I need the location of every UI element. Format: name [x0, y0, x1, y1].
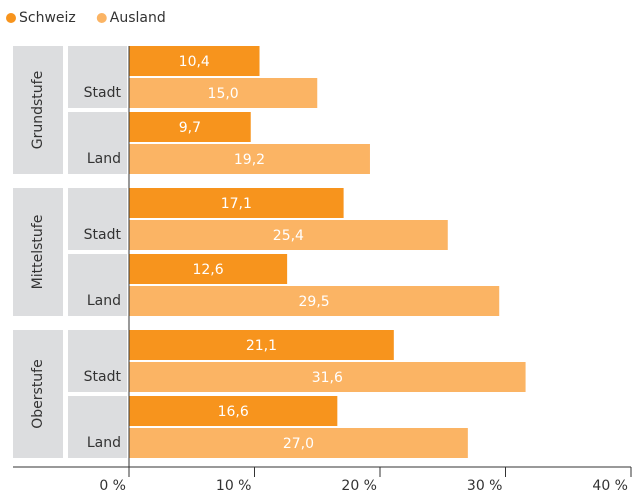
bar [129, 428, 468, 458]
category-label: Stadt [84, 369, 122, 385]
category-label: Land [87, 151, 121, 167]
bar [129, 254, 288, 284]
group-panel [13, 46, 63, 174]
category-panel [68, 396, 127, 458]
x-tick-label: 30 % [467, 478, 503, 494]
group-panel [13, 330, 63, 458]
value-label: 16,6 [218, 404, 249, 420]
legend-swatch [6, 13, 16, 23]
category-panel [68, 188, 127, 250]
value-label: 19,2 [234, 152, 265, 168]
value-label: 31,6 [312, 370, 343, 386]
bar [129, 46, 260, 76]
category-panel [68, 330, 127, 392]
bar [129, 396, 338, 426]
value-label: 15,0 [208, 86, 239, 102]
value-label: 27,0 [283, 436, 314, 452]
category-panel [68, 112, 127, 174]
bar [129, 188, 344, 218]
legend-label: Ausland [110, 10, 166, 26]
category-label: Land [87, 293, 121, 309]
bar [129, 220, 448, 250]
bar [129, 144, 370, 174]
x-tick-label: 10 % [216, 478, 252, 494]
value-label: 29,5 [299, 294, 330, 310]
value-label: 12,6 [192, 262, 223, 278]
group-label: Grundstufe [30, 71, 46, 149]
category-panel [68, 254, 127, 316]
category-label: Land [87, 435, 121, 451]
x-tick-label: 20 % [341, 478, 377, 494]
x-tick-label: 40 % [592, 478, 628, 494]
bar [129, 78, 318, 108]
bar [129, 112, 251, 142]
value-label: 21,1 [246, 338, 277, 354]
group-label: Oberstufe [30, 359, 46, 428]
group-label: Mittelstufe [30, 215, 46, 290]
value-label: 10,4 [179, 54, 210, 70]
bar [129, 286, 500, 316]
bar [129, 362, 526, 392]
bar [129, 330, 394, 360]
category-label: Stadt [84, 227, 122, 243]
legend-label: Schweiz [19, 10, 76, 26]
value-label: 17,1 [221, 196, 252, 212]
x-tick-label: 0 % [99, 478, 126, 494]
legend-swatch [96, 13, 107, 23]
category-panel [68, 46, 127, 108]
category-label: Stadt [84, 85, 122, 101]
group-panel [13, 188, 63, 316]
value-label: 9,7 [179, 120, 201, 136]
value-label: 25,4 [273, 228, 304, 244]
